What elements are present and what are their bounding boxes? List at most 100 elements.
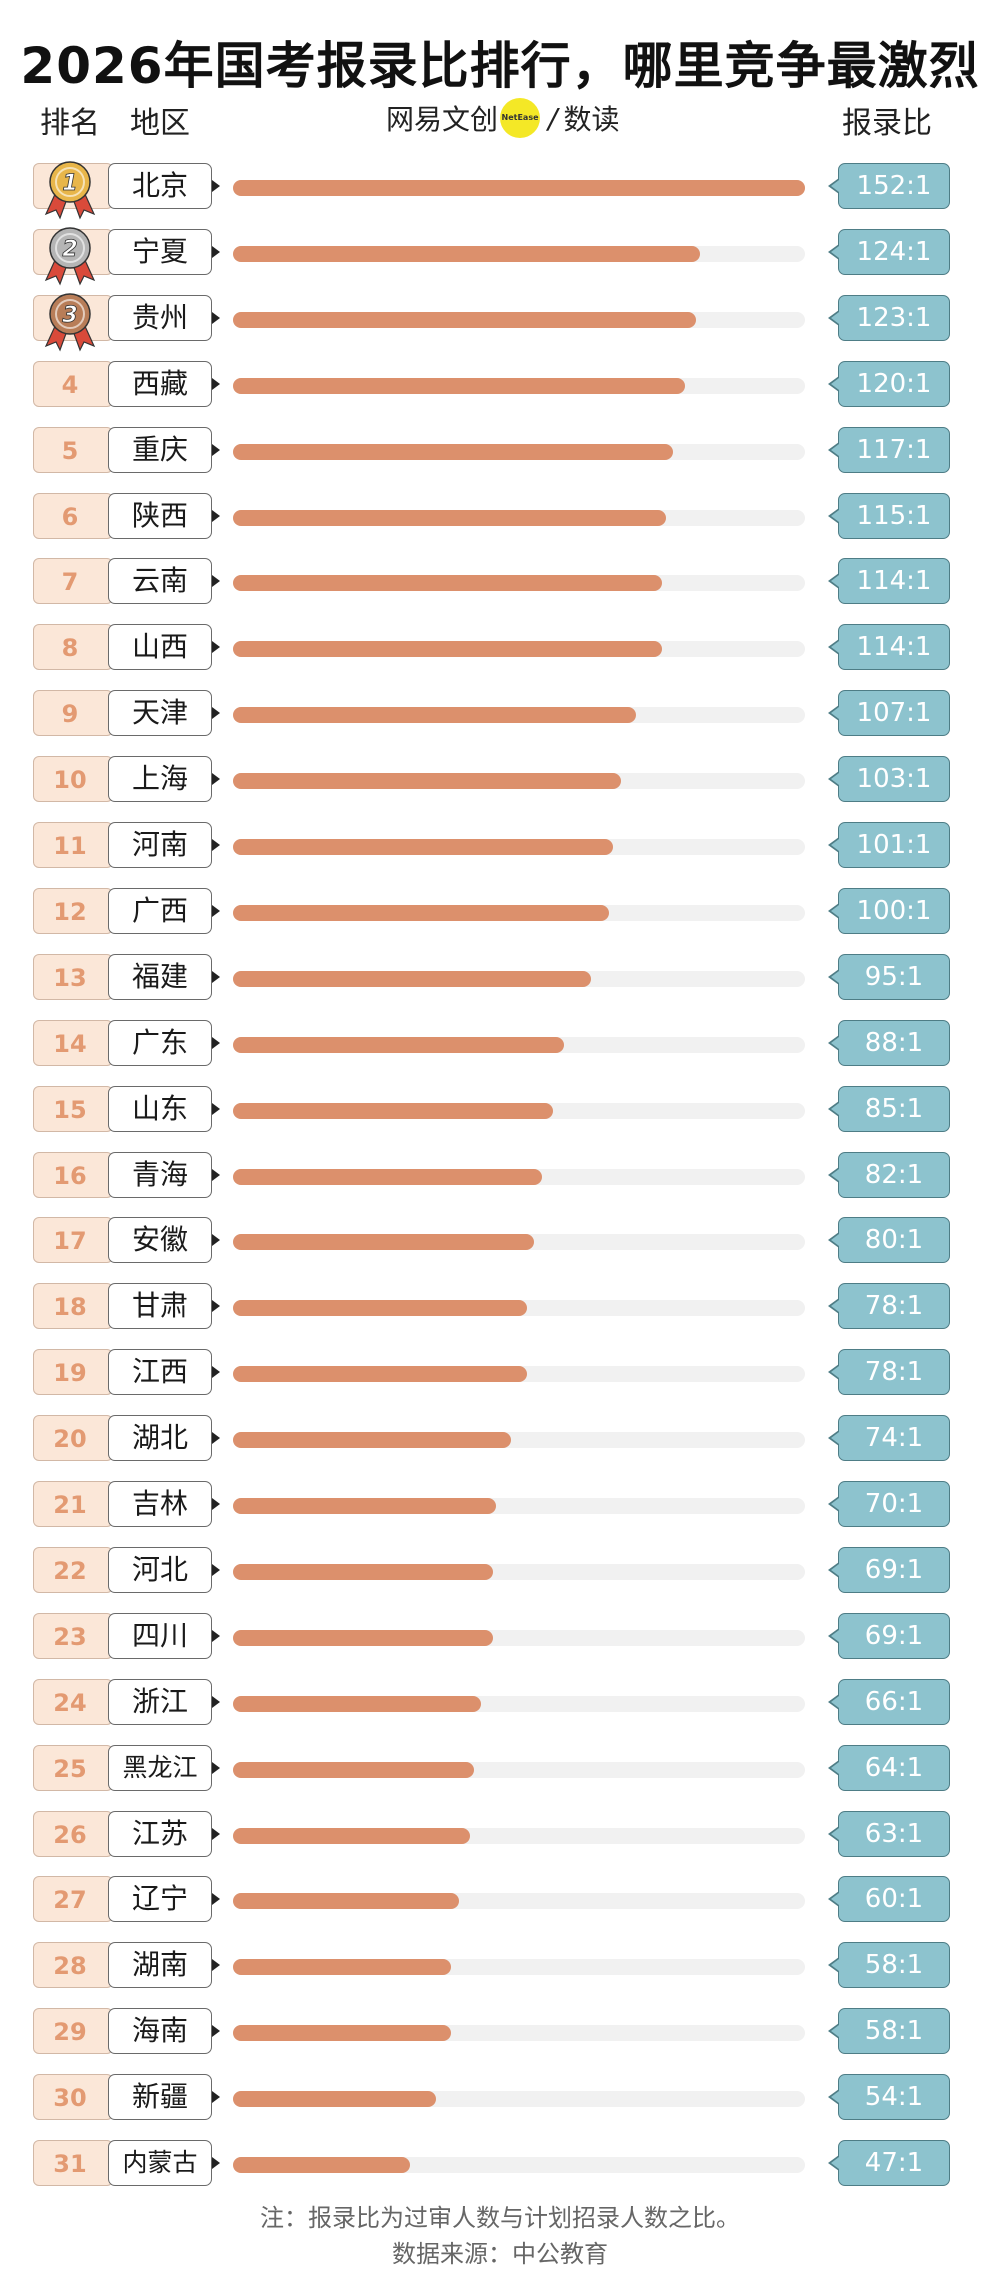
region-label: 西藏 [108,361,212,407]
ratio-label: 78:1 [838,1349,950,1395]
callout-arrow-fill [831,1432,839,1444]
bar [233,312,696,328]
region-label: 广西 [108,888,212,934]
region-label: 湖南 [108,1942,212,1988]
bar-track [233,2091,805,2107]
chart-title: 2026年国考报录比排行，哪里竞争最激烈 [20,37,980,95]
callout-arrow-fill [831,839,839,851]
brand-badge-icon: NetEase [500,98,541,138]
pointer-arrow-icon [212,1169,220,1181]
chart-row: 24 浙江 66:1 [0,1679,1000,1729]
rank-column-header: 排名 [40,106,100,141]
rank-number: 1 [62,171,77,196]
chart-row: 6 陕西 115:1 [0,493,1000,543]
rank-number: 18 [53,1293,87,1321]
rank-number: 9 [61,700,79,728]
rank-number: 25 [53,1755,87,1783]
bar-track [233,444,805,460]
callout-arrow-fill [831,1630,839,1642]
region-label: 贵州 [108,295,212,341]
ratio-label: 123:1 [838,295,950,341]
pointer-arrow-icon [212,1696,220,1708]
rank-number: 31 [53,2150,87,2178]
bar [233,2091,437,2107]
bar [233,641,662,657]
pointer-arrow-icon [212,575,220,587]
bar-track [233,1432,805,1448]
bar-track [233,1103,805,1119]
callout-arrow-fill [831,1234,839,1246]
bar-track [233,905,805,921]
bar [233,1300,527,1316]
bar [233,1564,493,1580]
callout-arrow-fill [831,1300,839,1312]
rank-number: 12 [53,898,87,926]
region-label: 甘肃 [108,1283,212,1329]
region-label: 福建 [108,954,212,1000]
region-label: 河南 [108,822,212,868]
pointer-arrow-icon [212,1564,220,1576]
region-label: 吉林 [108,1481,212,1527]
pointer-arrow-icon [212,1498,220,1510]
chart-row: 8 山西 114:1 [0,624,1000,674]
bar-track [233,2157,805,2173]
chart-row: 21 吉林 70:1 [0,1481,1000,1531]
ratio-label: 117:1 [838,427,950,473]
chart-row: 20 湖北 74:1 [0,1415,1000,1465]
rank-badge: 19 [33,1349,113,1395]
callout-arrow-fill [831,1564,839,1576]
bar-track [233,1169,805,1185]
rank-number: 27 [53,1886,87,1914]
callout-arrow-fill [831,1103,839,1115]
region-label: 江苏 [108,1811,212,1857]
rank-number: 28 [53,1952,87,1980]
ratio-label: 107:1 [838,690,950,736]
region-label: 辽宁 [108,1876,212,1922]
chart-row: 10 上海 103:1 [0,756,1000,806]
bar [233,1432,512,1448]
region-label: 北京 [108,163,212,209]
region-label: 山西 [108,624,212,670]
pointer-arrow-icon [212,641,220,653]
bar [233,1959,452,1975]
rank-badge: 15 [33,1086,113,1132]
ratio-label: 69:1 [838,1613,950,1659]
ratio-label: 124:1 [838,229,950,275]
rank-number: 3 [62,303,77,328]
rank-number: 13 [53,964,87,992]
bar [233,971,591,987]
footnote: 注：报录比为过审人数与计划招录人数之比。 [260,2204,740,2232]
chart-row: 17 安徽 80:1 [0,1217,1000,1267]
pointer-arrow-icon [212,1762,220,1774]
rank-number: 15 [53,1096,87,1124]
callout-arrow-fill [831,1828,839,1840]
bar [233,1630,493,1646]
rank-badge: 3 [33,293,113,352]
rank-number: 26 [53,1821,87,1849]
rank-badge: 29 [33,2008,113,2054]
region-label: 河北 [108,1547,212,1593]
rank-number: 11 [53,832,87,860]
chart-row: 13 福建 95:1 [0,954,1000,1004]
region-label: 山东 [108,1086,212,1132]
bar-track [233,1564,805,1580]
region-label: 安徽 [108,1217,212,1263]
rank-badge: 7 [33,558,113,604]
rank-number: 22 [53,1557,87,1585]
chart-row: 26 江苏 63:1 [0,1811,1000,1861]
region-label: 宁夏 [108,229,212,275]
bar [233,1762,474,1778]
callout-arrow-fill [831,2025,839,2037]
pointer-arrow-icon [212,246,220,258]
rank-number: 8 [61,634,79,662]
ratio-label: 114:1 [838,624,950,670]
ratio-label: 58:1 [838,1942,950,1988]
chart-row: 11 河南 101:1 [0,822,1000,872]
bar [233,707,636,723]
bar [233,1169,542,1185]
callout-arrow-fill [831,2091,839,2103]
callout-arrow-fill [831,1169,839,1181]
pointer-arrow-icon [212,2025,220,2037]
rank-badge: 10 [33,756,113,802]
callout-arrow-fill [831,1893,839,1905]
